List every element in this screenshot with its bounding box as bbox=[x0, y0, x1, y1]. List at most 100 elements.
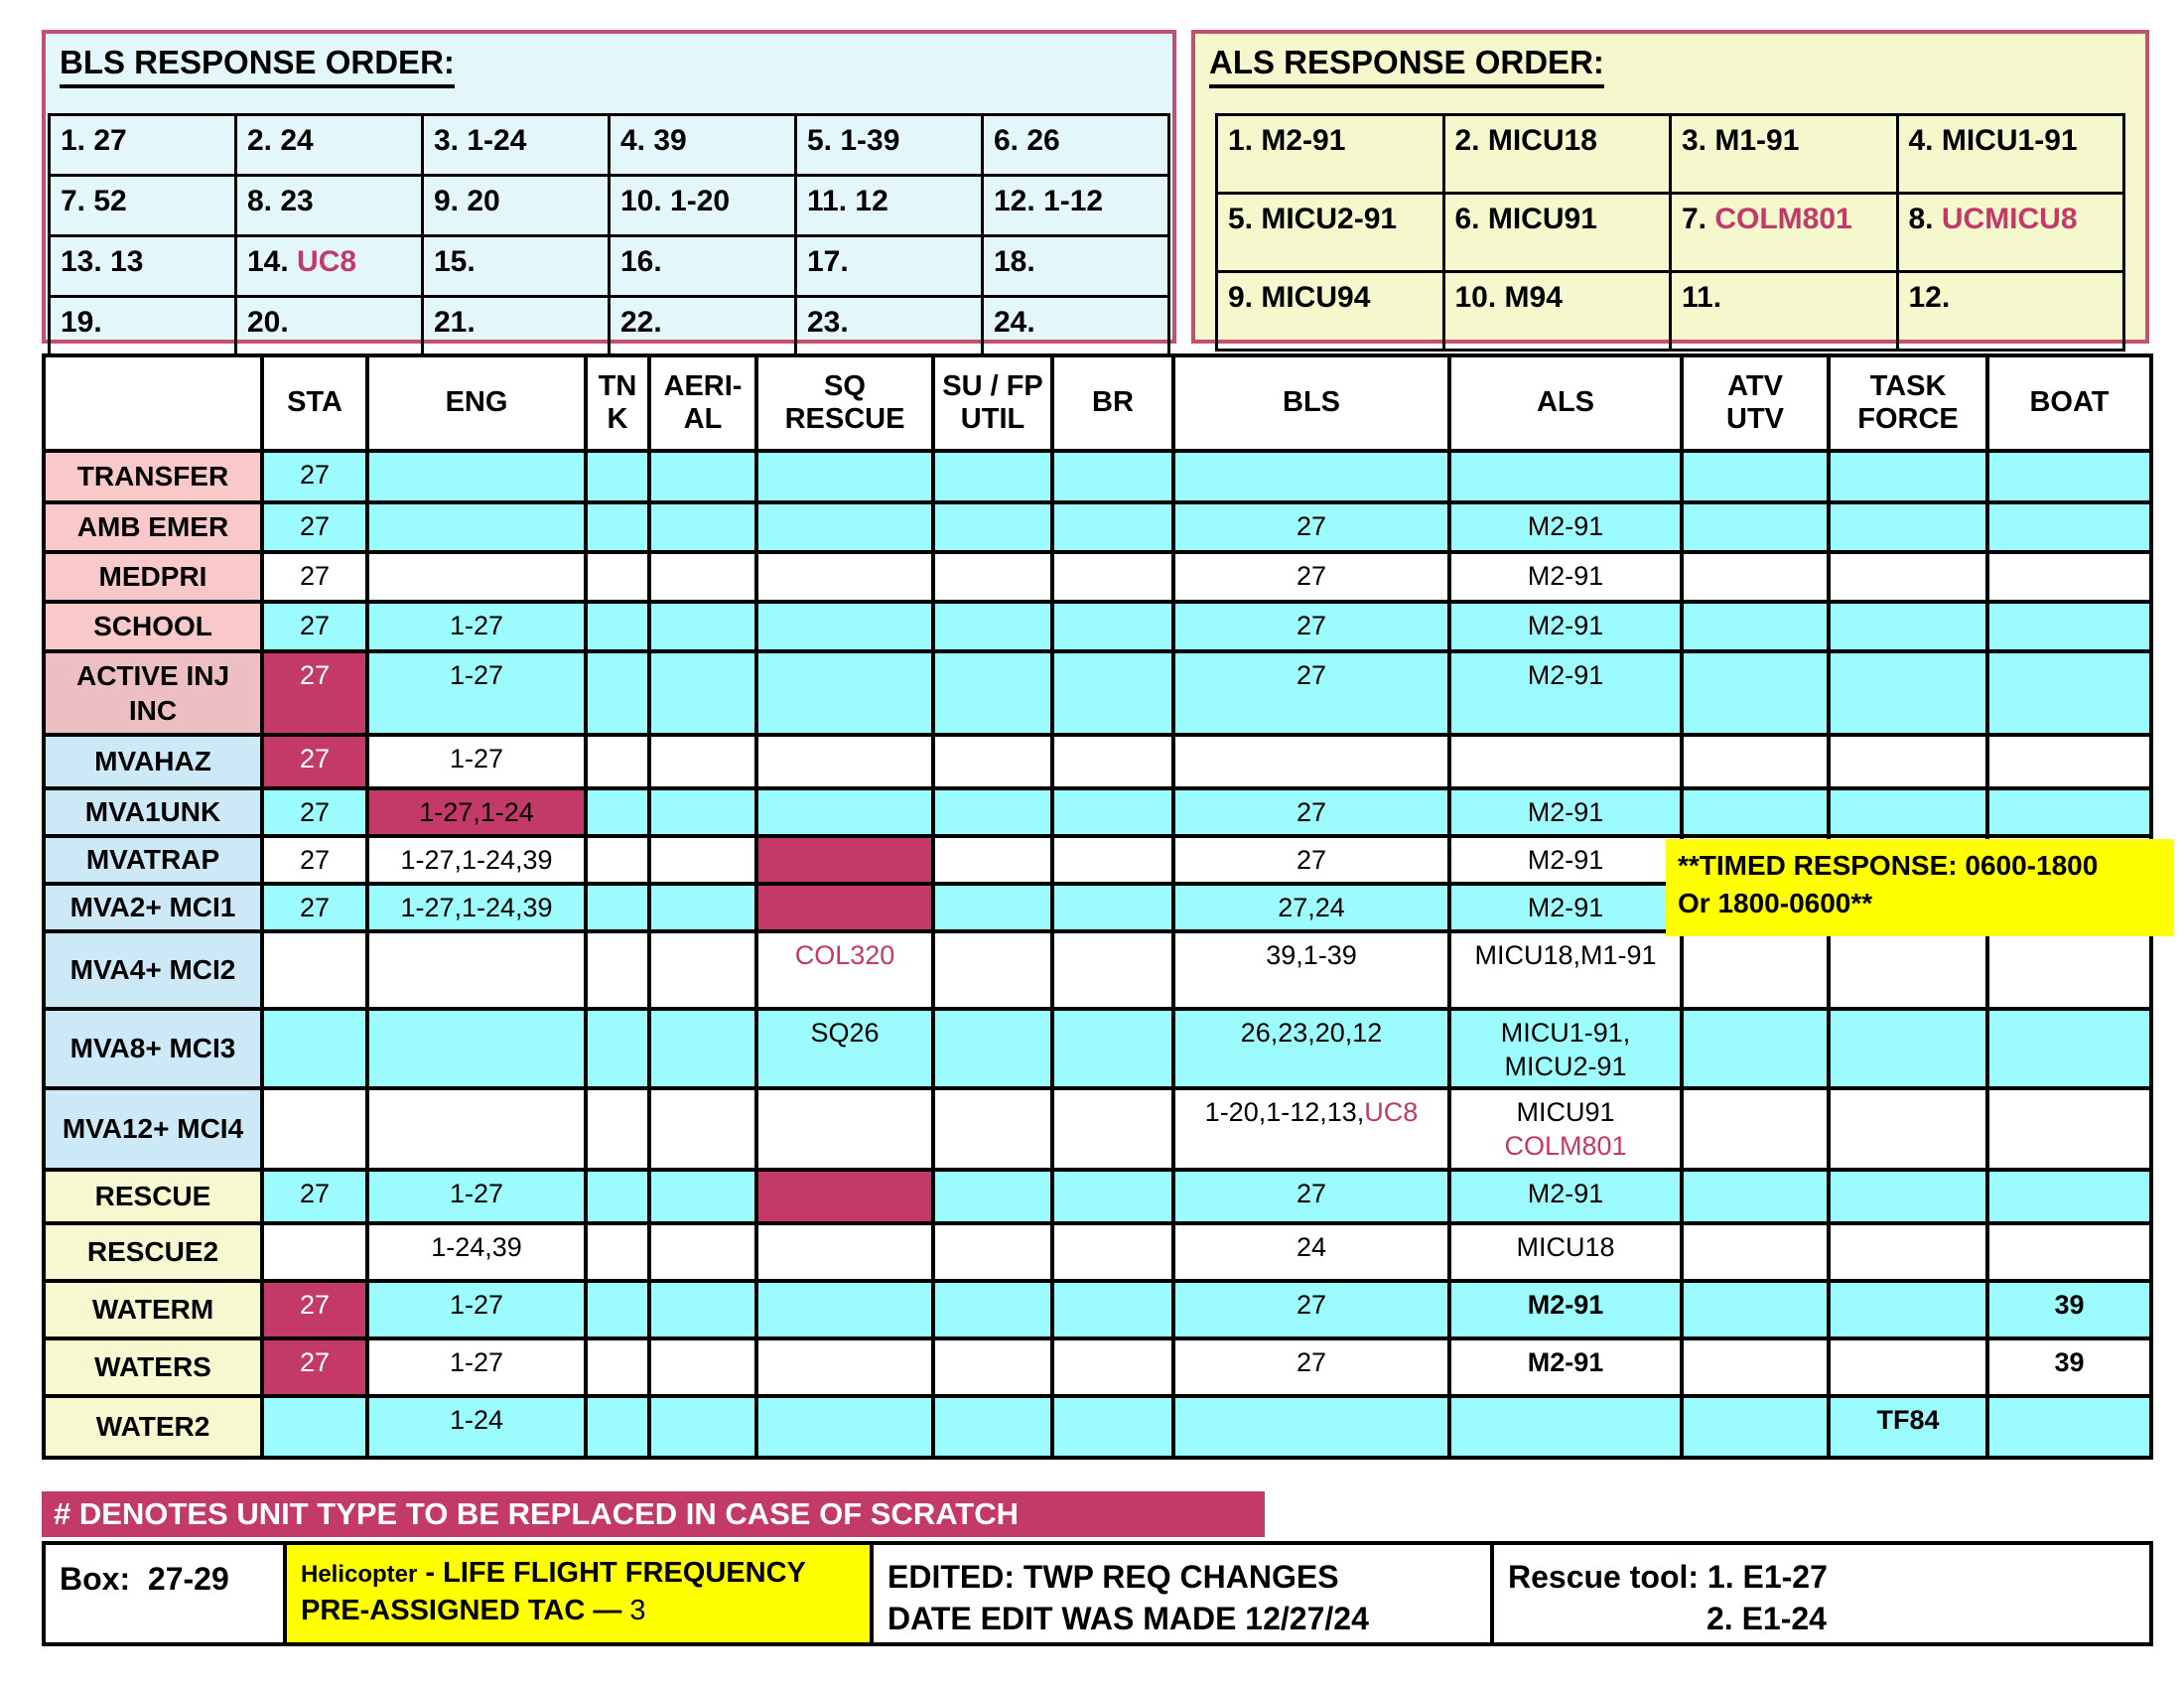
cell-mva4-mci2-boat bbox=[1985, 929, 2153, 1011]
cell-mva2-mci1-aerial bbox=[647, 882, 758, 933]
cell-mva4-mci2-atv bbox=[1680, 929, 1831, 1011]
cell-school-sufp bbox=[931, 600, 1054, 653]
bls-order-cell-16: 16. bbox=[608, 234, 797, 298]
cell-water2-bls bbox=[1171, 1394, 1451, 1460]
cell-mva2-mci1-sufp bbox=[931, 882, 1054, 933]
als-response-order-box: ALS RESPONSE ORDER: 1. M2-91 2. MICU18 3. … bbox=[1191, 30, 2149, 352]
cell-waterm-eng: 1-27 bbox=[365, 1279, 588, 1340]
cell-medpri-tnk bbox=[584, 550, 651, 604]
cell-medpri-bls: 27 bbox=[1171, 550, 1451, 604]
helicopter-line2: PRE-ASSIGNED TAC — 3 bbox=[301, 1593, 870, 1630]
cell-rescue2-aerial bbox=[647, 1221, 758, 1283]
cell-waterm-atv bbox=[1680, 1279, 1831, 1340]
cell-water2-als bbox=[1447, 1394, 1684, 1460]
cell-mvatrap-als: M2-91 bbox=[1447, 834, 1684, 886]
bls-response-order-grid: 1. 27 2. 24 3. 1-24 4. 39 5. 1-39 6. 26 7. 52 8… bbox=[48, 113, 1170, 358]
cell-mva12-mci4-aerial bbox=[647, 1086, 758, 1172]
cell-rescue-boat bbox=[1985, 1168, 2153, 1225]
cell-school-br bbox=[1050, 600, 1175, 653]
bls-order-cell-9: 9. 20 bbox=[421, 174, 611, 237]
als-order-cell-9: 9. MICU94 bbox=[1215, 270, 1445, 352]
cell-medpri-br bbox=[1050, 550, 1175, 604]
bls-order-cell-21: 21. bbox=[421, 295, 611, 358]
cell-water2-sufp bbox=[931, 1394, 1054, 1460]
cell-water2-sq bbox=[754, 1394, 935, 1460]
cell-mvatrap-bls: 27 bbox=[1171, 834, 1451, 886]
cell-mva1unk-sta: 27 bbox=[260, 786, 369, 838]
rescue-tool-box: Rescue tool: 1. E1-27 2. E1-24 bbox=[1490, 1541, 2153, 1646]
cell-mvahaz-sta: 27 bbox=[260, 733, 369, 790]
cell-waters-tnk bbox=[584, 1336, 651, 1398]
cell-mva12-mci4-atv bbox=[1680, 1086, 1831, 1172]
cell-school-atv bbox=[1680, 600, 1831, 653]
cell-active-inj-inc-tf bbox=[1827, 649, 1989, 737]
cell-waterm-tnk bbox=[584, 1279, 651, 1340]
cell-rescue-aerial bbox=[647, 1168, 758, 1225]
cell-active-inj-inc-atv bbox=[1680, 649, 1831, 737]
cell-rescue2-tf bbox=[1827, 1221, 1989, 1283]
bls-order-cell-14: 14. UC8 bbox=[234, 234, 424, 298]
cell-rescue-tnk bbox=[584, 1168, 651, 1225]
cell-mva8-mci3-bls: 26,23,20,12 bbox=[1171, 1007, 1451, 1090]
cell-waterm-tf bbox=[1827, 1279, 1989, 1340]
cell-rescue2-br bbox=[1050, 1221, 1175, 1283]
cell-mva1unk-boat bbox=[1985, 786, 2153, 838]
cell-mvahaz-eng: 1-27 bbox=[365, 733, 588, 790]
cell-mva12-mci4-sufp bbox=[931, 1086, 1054, 1172]
cell-medpri-aerial bbox=[647, 550, 758, 604]
cell-school-bls: 27 bbox=[1171, 600, 1451, 653]
als-order-cell-11: 11. bbox=[1669, 270, 1899, 352]
row-label-rescue: RESCUE bbox=[42, 1168, 264, 1225]
footer: Box: 27-29 Helicopter - LIFE FLIGHT FREQ… bbox=[42, 1541, 2153, 1646]
bls-response-order-title: BLS RESPONSE ORDER: bbox=[60, 44, 455, 88]
cell-waters-sufp bbox=[931, 1336, 1054, 1398]
helicopter-frequency-box: Helicopter - LIFE FLIGHT FREQUENCY PRE-A… bbox=[283, 1541, 874, 1646]
cell-rescue-eng: 1-27 bbox=[365, 1168, 588, 1225]
als-order-cell-1: 1. M2-91 bbox=[1215, 113, 1445, 195]
bls-order-cell-23: 23. bbox=[794, 295, 984, 358]
als-order-cell-8: 8. UCMICU8 bbox=[1895, 192, 2125, 273]
cell-medpri-atv bbox=[1680, 550, 1831, 604]
cell-active-inj-inc-sufp bbox=[931, 649, 1054, 737]
cell-active-inj-inc-br bbox=[1050, 649, 1175, 737]
cell-rescue-bls: 27 bbox=[1171, 1168, 1451, 1225]
edited-line2: DATE EDIT WAS MADE 12/27/24 bbox=[887, 1600, 1369, 1636]
bls-order-cell-15: 15. bbox=[421, 234, 611, 298]
timed-response-line2: Or 1800-0600** bbox=[1678, 887, 1873, 918]
cell-transfer-bls bbox=[1171, 449, 1451, 504]
als-order-cell-2: 2. MICU18 bbox=[1441, 113, 1672, 195]
cell-mva12-mci4-sta bbox=[260, 1086, 369, 1172]
cell-waters-sq bbox=[754, 1336, 935, 1398]
bls-order-cell-2: 2. 24 bbox=[234, 113, 424, 177]
cell-mva4-mci2-aerial bbox=[647, 929, 758, 1011]
cell-active-inj-inc-boat bbox=[1985, 649, 2153, 737]
column-header-als: ALS bbox=[1447, 353, 1684, 453]
cell-mvahaz-tf bbox=[1827, 733, 1989, 790]
column-header-eng: ENG bbox=[365, 353, 588, 453]
cell-rescue2-sufp bbox=[931, 1221, 1054, 1283]
column-header-boat: BOAT bbox=[1985, 353, 2153, 453]
cell-active-inj-inc-sq bbox=[754, 649, 935, 737]
als-order-cell-10: 10. M94 bbox=[1441, 270, 1672, 352]
cell-amb-emer-eng bbox=[365, 500, 588, 554]
cell-mva1unk-atv bbox=[1680, 786, 1831, 838]
cell-rescue-sta: 27 bbox=[260, 1168, 369, 1225]
helicopter-line1: Helicopter - LIFE FLIGHT FREQUENCY bbox=[301, 1555, 870, 1593]
row-label-amb-emer: AMB EMER bbox=[42, 500, 264, 554]
row-label-mvahaz: MVAHAZ bbox=[42, 733, 264, 790]
cell-mva2-mci1-tnk bbox=[584, 882, 651, 933]
row-label-mva8-mci3: MVA8+ MCI3 bbox=[42, 1007, 264, 1090]
column-header-bls: BLS bbox=[1171, 353, 1451, 453]
cell-water2-boat bbox=[1985, 1394, 2153, 1460]
rescue-tool-line2: 2. E1-24 bbox=[1706, 1600, 1827, 1636]
cell-mvahaz-bls bbox=[1171, 733, 1451, 790]
cell-mvahaz-br bbox=[1050, 733, 1175, 790]
als-order-cell-7: 7. COLM801 bbox=[1669, 192, 1899, 273]
cell-waters-boat: 39 bbox=[1985, 1336, 2153, 1398]
cell-mva12-mci4-bls: 1-20,1-12,13,UC8 bbox=[1171, 1086, 1451, 1172]
bls-order-cell-3: 3. 1-24 bbox=[421, 113, 611, 177]
timed-response-note: **TIMED RESPONSE: 0600-1800 Or 1800-0600… bbox=[1666, 839, 2174, 936]
pre-assigned-tac-value: 3 bbox=[629, 1594, 646, 1626]
cell-active-inj-inc-aerial bbox=[647, 649, 758, 737]
bls-order-cell-19: 19. bbox=[48, 295, 237, 358]
